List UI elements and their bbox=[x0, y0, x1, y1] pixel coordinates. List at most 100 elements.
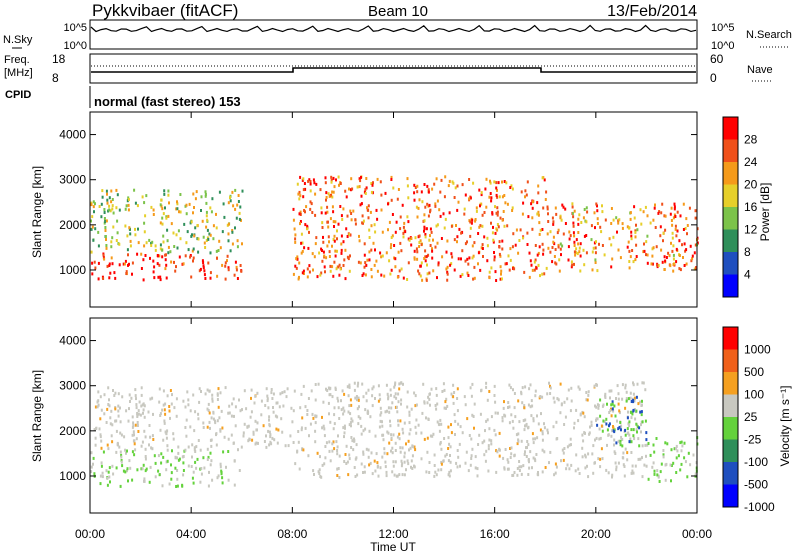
data-cell bbox=[294, 264, 297, 268]
data-cell bbox=[610, 403, 613, 407]
data-cell bbox=[356, 398, 358, 402]
data-cell bbox=[219, 391, 222, 395]
data-cell bbox=[332, 238, 335, 241]
data-cell bbox=[629, 211, 632, 215]
data-cell bbox=[570, 386, 573, 390]
data-cell bbox=[618, 409, 621, 413]
data-cell bbox=[185, 241, 188, 245]
data-cell bbox=[375, 208, 378, 212]
data-cell bbox=[323, 462, 326, 466]
data-cell bbox=[378, 425, 381, 429]
data-cell bbox=[307, 246, 310, 250]
data-cell bbox=[628, 440, 631, 444]
data-cell bbox=[534, 258, 537, 262]
data-cell bbox=[158, 263, 161, 267]
data-cell bbox=[371, 387, 374, 391]
data-cell bbox=[357, 398, 360, 402]
data-cell bbox=[573, 240, 576, 244]
data-cell bbox=[193, 206, 195, 209]
data-cell bbox=[685, 248, 688, 252]
data-cell bbox=[534, 437, 537, 441]
data-cell bbox=[564, 222, 567, 225]
data-cell bbox=[333, 260, 336, 264]
data-cell bbox=[675, 260, 678, 264]
data-cell bbox=[231, 242, 234, 246]
data-cell bbox=[200, 467, 203, 470]
data-cell bbox=[554, 261, 557, 265]
data-cell bbox=[103, 412, 106, 416]
data-cell bbox=[208, 420, 211, 424]
data-cell bbox=[239, 205, 242, 209]
data-cell bbox=[510, 452, 513, 456]
data-cell bbox=[646, 253, 649, 257]
data-cell bbox=[380, 273, 383, 277]
data-cell bbox=[574, 469, 577, 473]
data-cell bbox=[192, 470, 195, 474]
data-cell bbox=[145, 467, 148, 471]
data-cell bbox=[522, 419, 525, 423]
data-cell bbox=[243, 389, 246, 393]
data-cell bbox=[299, 213, 302, 216]
data-cell bbox=[399, 419, 402, 423]
data-cell bbox=[165, 436, 168, 440]
data-cell bbox=[473, 426, 475, 430]
data-cell bbox=[110, 409, 113, 413]
data-cell bbox=[156, 262, 159, 266]
data-cell bbox=[479, 204, 481, 208]
data-cell bbox=[229, 196, 231, 200]
data-cell bbox=[549, 384, 551, 388]
data-cell bbox=[211, 197, 214, 201]
data-cell bbox=[189, 254, 192, 257]
data-cell bbox=[394, 460, 397, 464]
data-cell bbox=[337, 399, 340, 403]
data-cell bbox=[672, 263, 675, 266]
data-cell bbox=[438, 208, 441, 212]
data-cell bbox=[331, 190, 334, 194]
data-cell bbox=[161, 222, 164, 226]
data-cell bbox=[321, 463, 324, 467]
data-cell bbox=[119, 406, 121, 410]
data-cell bbox=[485, 177, 488, 181]
data-cell bbox=[319, 273, 322, 277]
data-cell bbox=[454, 186, 457, 190]
data-cell bbox=[352, 448, 355, 452]
data-cell bbox=[230, 414, 233, 418]
data-cell bbox=[426, 401, 429, 405]
data-cell bbox=[270, 442, 273, 446]
data-cell bbox=[377, 384, 380, 388]
data-cell bbox=[93, 260, 96, 264]
data-cell bbox=[354, 222, 357, 226]
data-cell bbox=[680, 440, 683, 444]
data-cell bbox=[450, 423, 452, 427]
data-cell bbox=[600, 230, 603, 234]
data-cell bbox=[636, 228, 639, 232]
data-cell bbox=[436, 223, 439, 227]
data-cell bbox=[307, 179, 310, 183]
data-cell bbox=[295, 266, 298, 270]
data-cell bbox=[367, 208, 370, 212]
data-cell bbox=[683, 264, 686, 267]
data-cell bbox=[250, 410, 253, 414]
data-cell bbox=[510, 446, 513, 450]
data-cell bbox=[653, 472, 656, 476]
data-cell bbox=[484, 187, 487, 191]
data-cell bbox=[394, 383, 396, 387]
data-cell bbox=[345, 462, 348, 465]
data-cell bbox=[118, 445, 121, 449]
data-cell bbox=[368, 250, 371, 254]
data-cell bbox=[237, 200, 240, 203]
data-cell bbox=[91, 272, 94, 276]
data-cell bbox=[234, 207, 237, 211]
data-cell bbox=[246, 425, 249, 429]
data-cell bbox=[394, 381, 397, 385]
data-cell bbox=[537, 191, 540, 195]
data-cell bbox=[227, 201, 230, 205]
data-cell bbox=[544, 466, 547, 469]
data-cell bbox=[182, 461, 185, 465]
data-cell bbox=[542, 248, 545, 252]
data-cell bbox=[210, 416, 213, 420]
data-cell bbox=[609, 396, 611, 400]
data-cell bbox=[513, 406, 516, 410]
data-cell bbox=[176, 202, 179, 206]
data-cell bbox=[368, 463, 371, 467]
